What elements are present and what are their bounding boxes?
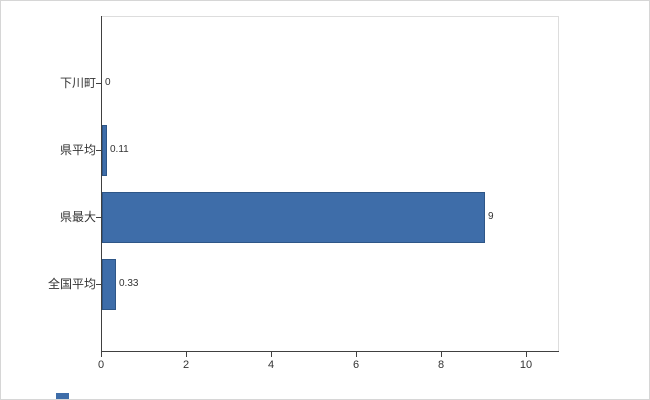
value-label: 0.33 (119, 278, 139, 289)
plot-border-top (101, 16, 558, 17)
category-label: 県最大 (59, 210, 96, 224)
x-axis-tick (526, 352, 527, 357)
y-axis-tick (96, 83, 101, 84)
x-axis-tick-label: 0 (97, 359, 105, 371)
x-axis-tick (271, 352, 272, 357)
x-axis-tick (186, 352, 187, 357)
x-axis-tick-label: 4 (267, 359, 275, 371)
plot-border-right (558, 16, 559, 351)
value-label: 0.11 (110, 144, 129, 155)
value-label: 9 (488, 211, 494, 222)
category-label: 全国平均 (47, 277, 96, 291)
category-label: 下川町 (59, 76, 96, 90)
y-axis-tick (96, 284, 101, 285)
x-axis-tick-label: 8 (437, 359, 445, 371)
value-label: 0 (105, 77, 111, 88)
corner-mark (56, 393, 69, 399)
category-label: 県平均 (59, 143, 96, 157)
x-axis-tick (441, 352, 442, 357)
y-axis-tick (96, 217, 101, 218)
x-axis-line (101, 351, 559, 352)
bar (102, 125, 107, 176)
x-axis-tick-label: 6 (352, 359, 360, 371)
y-axis-tick (96, 150, 101, 151)
bar (102, 259, 116, 310)
x-axis-tick (101, 352, 102, 357)
y-axis-line (101, 16, 102, 352)
x-axis-tick (356, 352, 357, 357)
x-axis-tick-label: 2 (182, 359, 190, 371)
x-axis-tick-label: 10 (519, 359, 533, 371)
bar (102, 192, 485, 243)
